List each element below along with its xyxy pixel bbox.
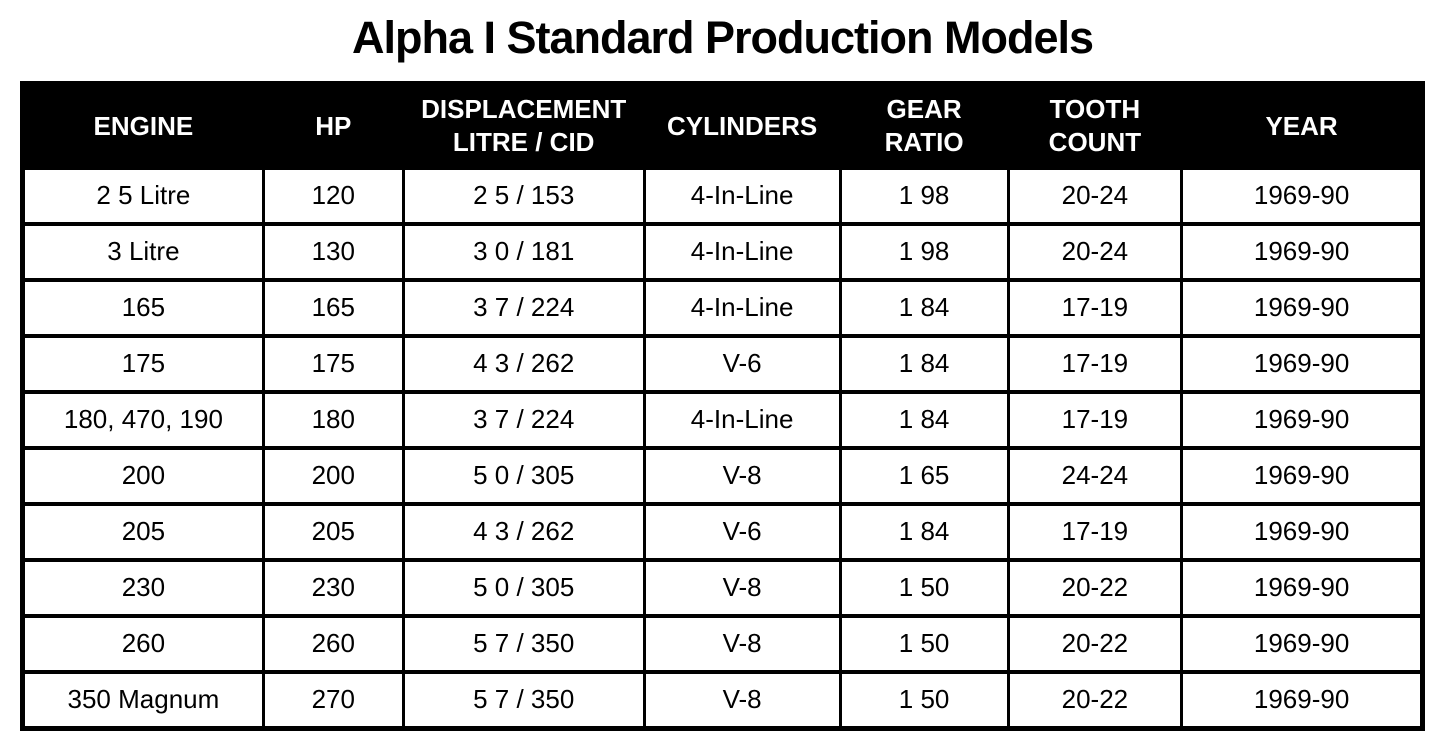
table-cell: 4-In-Line — [642, 165, 842, 226]
table-cell: 20-24 — [1006, 165, 1184, 226]
table-cell: 1969-90 — [1180, 277, 1424, 338]
table-row: 2 5 Litre 120 2 5 / 153 4-In-Line 1 98 20-24 1… — [21, 165, 1424, 226]
table-cell: 3 Litre — [21, 221, 265, 282]
column-header: CYLINDERS — [642, 81, 842, 170]
table-cell: 205 — [261, 501, 405, 562]
table-row: 180, 470, 190 180 3 7 / 224 4-In-Line 1 84 17… — [21, 389, 1424, 450]
table-cell: 20-24 — [1006, 221, 1184, 282]
table-cell: 1 50 — [838, 613, 1010, 674]
column-header: ENGINE — [21, 81, 265, 170]
table-cell: 20-22 — [1006, 557, 1184, 618]
table-row: 175 175 4 3 / 262 V-6 1 84 17-19 1969-90 — [21, 333, 1424, 394]
table-row: 260 260 5 7 / 350 V-8 1 50 20-22 1969-90 — [21, 613, 1424, 674]
table-cell: 4-In-Line — [642, 221, 842, 282]
table-cell: 4 3 / 262 — [401, 501, 646, 562]
table-cell: 200 — [261, 445, 405, 506]
table-cell: 1 98 — [838, 165, 1010, 226]
table-cell: 1 84 — [838, 501, 1010, 562]
table-cell: 3 0 / 181 — [401, 221, 646, 282]
page-title: Alpha I Standard Production Models — [351, 12, 1094, 63]
table-cell: 270 — [261, 669, 405, 731]
production-models-table: ENGINE HP DISPLACEMENT LITRE / CID CYLINDER… — [20, 80, 1425, 731]
table-cell: 1 98 — [838, 221, 1010, 282]
table-cell: 230 — [21, 557, 265, 618]
table-cell: 5 7 / 350 — [401, 613, 646, 674]
column-header: DISPLACEMENT LITRE / CID — [401, 81, 646, 170]
table-row: 350 Magnum 270 5 7 / 350 V-8 1 50 20-22 1969-9… — [21, 669, 1424, 731]
table-cell: 1 65 — [838, 445, 1010, 506]
table-cell: 20-22 — [1006, 669, 1184, 731]
table-cell: 165 — [261, 277, 405, 338]
table-row: 3 Litre 130 3 0 / 181 4-In-Line 1 98 20-24 196… — [21, 221, 1424, 282]
table-cell: 130 — [261, 221, 405, 282]
table-cell: 2 5 / 153 — [401, 165, 646, 226]
table-cell: 20-22 — [1006, 613, 1184, 674]
table-cell: 1 84 — [838, 277, 1010, 338]
table-row: 200 200 5 0 / 305 V-8 1 65 24-24 1969-90 — [21, 445, 1424, 506]
table-cell: 4-In-Line — [642, 389, 842, 450]
table-cell: 1969-90 — [1180, 389, 1424, 450]
table-cell: 200 — [21, 445, 265, 506]
table-cell: 1969-90 — [1180, 669, 1424, 731]
table-body: 2 5 Litre 120 2 5 / 153 4-In-Line 1 98 20-24 1… — [21, 165, 1424, 731]
table-cell: V-8 — [642, 669, 842, 731]
table-cell: 120 — [261, 165, 405, 226]
column-header: GEAR RATIO — [838, 81, 1010, 170]
table-cell: 1969-90 — [1180, 613, 1424, 674]
table-cell: 17-19 — [1006, 277, 1184, 338]
table-cell: 1969-90 — [1180, 333, 1424, 394]
table-cell: 1 50 — [838, 557, 1010, 618]
table-cell: 17-19 — [1006, 501, 1184, 562]
table-cell: 5 0 / 305 — [401, 557, 646, 618]
table-row: 205 205 4 3 / 262 V-6 1 84 17-19 1969-90 — [21, 501, 1424, 562]
table-cell: V-8 — [642, 557, 842, 618]
table-cell: 230 — [261, 557, 405, 618]
table-cell: 1969-90 — [1180, 557, 1424, 618]
table-header-row: ENGINE HP DISPLACEMENT LITRE / CID CYLINDER… — [21, 81, 1424, 170]
table-row: 230 230 5 0 / 305 V-8 1 50 20-22 1969-90 — [21, 557, 1424, 618]
table-cell: 1969-90 — [1180, 221, 1424, 282]
table-cell: 24-24 — [1006, 445, 1184, 506]
table-cell: 5 0 / 305 — [401, 445, 646, 506]
table-cell: 4 3 / 262 — [401, 333, 646, 394]
column-header: HP — [261, 81, 405, 170]
table-cell: 260 — [21, 613, 265, 674]
table-cell: 1969-90 — [1180, 165, 1424, 226]
table-cell: 175 — [21, 333, 265, 394]
table-cell: 350 Magnum — [21, 669, 265, 731]
table-cell: 165 — [21, 277, 265, 338]
table-cell: 17-19 — [1006, 333, 1184, 394]
table-cell: 1969-90 — [1180, 501, 1424, 562]
table-row: 165 165 3 7 / 224 4-In-Line 1 84 17-19 1969-90 — [21, 277, 1424, 338]
table-cell: 1 50 — [838, 669, 1010, 731]
table-cell: V-6 — [642, 501, 842, 562]
table-cell: 3 7 / 224 — [401, 389, 646, 450]
table-cell: 1969-90 — [1180, 445, 1424, 506]
table-cell: 180 — [261, 389, 405, 450]
table-cell: V-6 — [642, 333, 842, 394]
table-cell: 1 84 — [838, 333, 1010, 394]
table-cell: 2 5 Litre — [21, 165, 265, 226]
table-cell: 180, 470, 190 — [21, 389, 265, 450]
table-cell: V-8 — [642, 613, 842, 674]
column-header: TOOTH COUNT — [1006, 81, 1184, 170]
table-cell: 175 — [261, 333, 405, 394]
table-cell: 3 7 / 224 — [401, 277, 646, 338]
table-cell: 260 — [261, 613, 405, 674]
table-cell: 17-19 — [1006, 389, 1184, 450]
table-cell: V-8 — [642, 445, 842, 506]
table-cell: 205 — [21, 501, 265, 562]
column-header: YEAR — [1180, 81, 1424, 170]
table-cell: 5 7 / 350 — [401, 669, 646, 731]
table-cell: 4-In-Line — [642, 277, 842, 338]
table-cell: 1 84 — [838, 389, 1010, 450]
